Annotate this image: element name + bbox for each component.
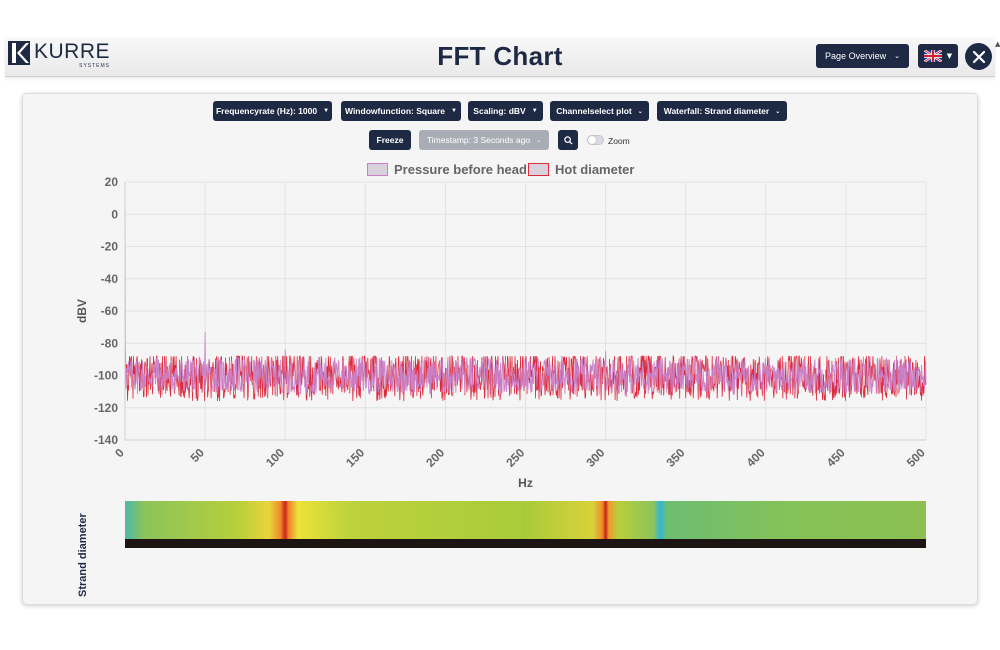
legend-item-pressure[interactable]: Pressure before head	[367, 162, 527, 177]
legend-swatch-pressure	[367, 163, 388, 176]
channelselect-label: Channelselect plot	[556, 106, 632, 116]
zoom-label: Zoom	[608, 136, 630, 146]
frequencyrate-dropdown[interactable]: Frequencyrate (Hz): 1000 ▼	[213, 101, 332, 121]
y-tick-label: 0	[111, 207, 118, 221]
y-tick-label: -80	[101, 336, 119, 350]
legend-label-hot: Hot diameter	[555, 162, 635, 177]
freeze-label: Freeze	[376, 135, 404, 145]
logo-name: KURRE	[34, 40, 111, 63]
caret-down-icon: ▼	[946, 52, 953, 60]
x-tick-label: 300	[583, 445, 607, 469]
page-overview-label: Page Overview	[825, 51, 887, 61]
zoom-toggle-knob	[588, 136, 596, 144]
x-tick-label: 150	[343, 445, 367, 469]
y-tick-label: -120	[94, 401, 118, 415]
page-title: FFT Chart	[437, 41, 563, 71]
scaling-dropdown[interactable]: Scaling: dBV ▼	[468, 101, 543, 121]
waterfall-axis-label: Strand diameter	[77, 513, 89, 597]
x-tick-label: 200	[423, 445, 447, 469]
x-axis-title: Hz	[518, 476, 533, 490]
x-tick-label: 400	[744, 445, 768, 469]
windowfunction-label: Windowfunction: Square	[345, 106, 446, 116]
chevron-down-icon: ⌄	[775, 108, 781, 115]
app-header: KURRE SYSTEMS FFT Chart Page Overview ⌄ …	[5, 37, 995, 77]
waterfall-history	[125, 539, 926, 548]
chevron-down-icon: ⌄	[536, 137, 542, 144]
x-tick-label: 450	[824, 445, 848, 469]
y-tick-label: -100	[94, 369, 118, 383]
series-line-pressure	[124, 181, 927, 395]
waterfall-label: Waterfall: Strand diameter	[663, 106, 770, 116]
waterfall-heatmap	[125, 501, 926, 539]
frequencyrate-label: Frequencyrate (Hz): 1000	[215, 106, 318, 116]
caret-down-icon: ▼	[323, 108, 330, 114]
y-tick-label: -140	[94, 433, 118, 447]
x-tick-label: 50	[188, 445, 208, 465]
y-tick-label: -60	[101, 304, 119, 318]
waterfall-plot	[125, 501, 926, 548]
logo-mark-icon	[8, 41, 30, 65]
windowfunction-dropdown[interactable]: Windowfunction: Square ▼	[341, 101, 461, 121]
y-tick-label: 20	[105, 175, 119, 189]
scaling-label: Scaling: dBV	[473, 106, 526, 116]
x-tick-label: 0	[112, 445, 127, 460]
x-tick-label: 350	[664, 445, 688, 469]
x-tick-label: 100	[263, 445, 287, 469]
timestamp-label: Timestamp: 3 Seconds ago	[426, 135, 531, 145]
x-tick-label: 500	[904, 445, 928, 469]
legend-item-hot-diameter[interactable]: Hot diameter	[528, 162, 634, 177]
zoom-toggle[interactable]	[587, 135, 604, 145]
close-icon	[972, 50, 985, 63]
y-tick-label: -20	[101, 240, 119, 254]
timestamp-dropdown[interactable]: Timestamp: 3 Seconds ago ⌄	[419, 130, 549, 150]
chevron-down-icon: ⌄	[637, 108, 643, 115]
waterfall-dropdown[interactable]: Waterfall: Strand diameter ⌄	[657, 101, 787, 121]
uk-flag-icon	[923, 50, 942, 62]
channelselect-dropdown[interactable]: Channelselect plot ⌄	[550, 101, 649, 121]
logo-subtitle: SYSTEMS	[79, 63, 111, 69]
legend-label-pressure: Pressure before head	[394, 162, 527, 177]
y-axis-title: dBV	[75, 299, 89, 323]
search-button[interactable]	[558, 130, 578, 150]
y-tick-label: -40	[101, 272, 119, 286]
page-overview-dropdown[interactable]: Page Overview ⌄	[816, 44, 909, 68]
language-dropdown[interactable]: ▼	[918, 44, 958, 68]
scroll-up-icon[interactable]: ▲	[995, 40, 1000, 48]
x-tick-label: 250	[503, 445, 527, 469]
freeze-button[interactable]: Freeze	[369, 130, 411, 150]
caret-down-icon: ▼	[451, 108, 457, 114]
chevron-down-icon: ⌄	[894, 53, 900, 60]
legend-swatch-hot	[528, 163, 549, 176]
close-button[interactable]	[965, 43, 992, 70]
search-icon	[563, 135, 573, 145]
caret-down-icon: ▼	[531, 108, 538, 114]
kurre-logo: KURRE SYSTEMS	[8, 41, 110, 71]
